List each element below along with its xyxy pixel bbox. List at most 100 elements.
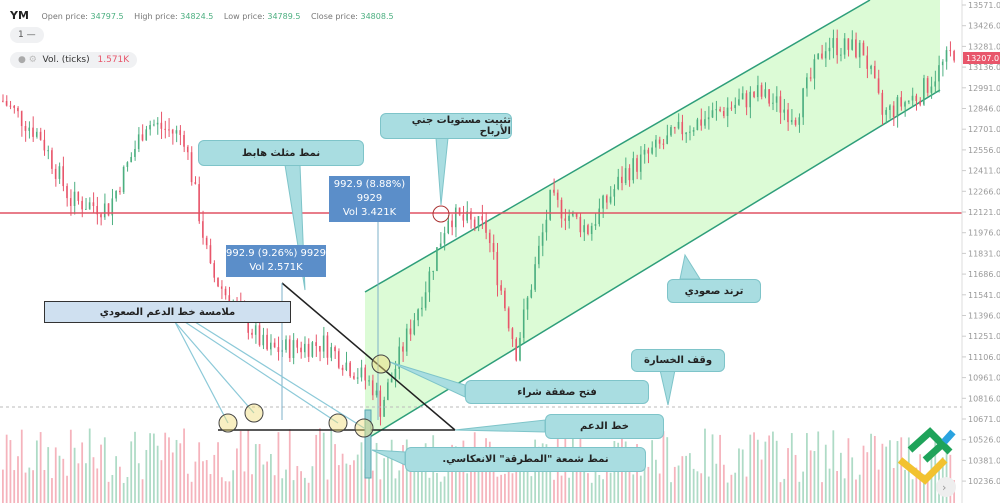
tooltip-change: 992.9 (8.88%) 9929 [333,179,406,204]
y-tick-label: 13136.0 [968,63,1000,72]
volume-bar [424,443,427,503]
volume-bar [756,439,759,503]
volume-bar [371,470,374,503]
candle [832,38,835,48]
y-tick-label: 11831.0 [968,249,1000,258]
candle [458,207,461,215]
volume-bar [198,442,201,503]
candle [677,121,680,129]
volume-bar [228,481,231,503]
volume-bar [688,453,691,503]
volume-bar [111,474,114,503]
volume-bar [126,477,129,503]
touch-circle [244,403,264,423]
candle [873,65,876,79]
y-tick-label: 10526.0 [968,436,1000,445]
volume-bar [420,469,423,503]
volume-bar [549,447,552,503]
volume-bar [311,466,314,503]
candle [24,126,27,131]
volume-bar [349,464,352,503]
candle [787,109,789,123]
volume-bar [88,428,91,503]
candle [485,220,487,233]
candle [454,207,457,228]
volume-bar [541,443,544,503]
candle [828,47,831,52]
candle [715,109,718,111]
hide-icon[interactable]: ● [18,55,26,65]
candle [277,347,280,352]
candle [568,215,570,221]
volume-bar [779,482,782,503]
triangle-descending-line [281,282,456,431]
volume-bar [896,441,899,503]
candle [58,166,61,179]
highlight-circles [218,205,450,438]
volume-bar [383,458,386,503]
candle [821,53,823,59]
candle [949,50,952,52]
candle [605,195,608,203]
y-tick-label: 12411.0 [968,167,1000,176]
volume-bar [651,440,654,503]
low-value: 34789.5 [267,12,301,21]
volume-indicator[interactable]: ● ⚙ Vol. (ticks) 1.571K [10,52,138,68]
scroll-right-button[interactable] [936,477,956,497]
volume-bar [877,469,880,503]
candle [2,100,4,102]
volume-bar [134,431,136,503]
candle [300,347,302,353]
volume-bar [915,467,918,503]
y-tick-label: 11106.0 [968,353,1000,362]
y-tick-label: 13571.0 [968,1,1000,10]
gear-icon[interactable]: ⚙ [28,55,37,65]
volume-bar [847,438,850,503]
candle [315,342,317,346]
candle [145,129,148,141]
candle [220,286,223,289]
volume-bar [413,458,416,503]
volume-bar [685,455,687,503]
candle [353,376,355,379]
volume-bar [923,474,925,503]
take-profit-circle [432,205,450,223]
volume-bar [481,471,484,503]
candle [855,39,857,58]
candle [881,92,884,115]
interval-selector[interactable]: 1 — [10,27,44,43]
volume-bar [232,470,235,503]
candle [919,100,921,105]
open-label: Open price: [41,12,88,21]
y-tick-label: 11396.0 [968,312,1000,321]
volume-bar [806,433,808,503]
volume-bar [100,444,102,503]
candle [651,147,653,154]
candle [602,195,604,209]
candle [809,77,812,79]
volume-bar [2,469,4,503]
volume-bar [81,442,84,503]
candle [858,42,861,58]
callout-take-profit: تثبيت مستويات جني الأرباح [380,113,512,139]
volume-bar [775,440,778,503]
volume-bar [417,469,419,503]
y-tick-label: 10961.0 [968,374,1000,383]
volume-bar [734,472,737,503]
candle [704,119,706,126]
volume-bar [375,442,378,503]
volume-bar [330,430,333,503]
volume-bar [632,474,635,503]
candle [870,65,872,69]
candle [326,335,329,358]
volume-bar [454,446,457,503]
candle [538,245,540,265]
candle [904,102,906,107]
candle [753,91,755,98]
volume-bar [266,461,269,503]
candle [379,390,382,417]
candle [69,198,72,206]
callout-support-line: خط الدعم [545,414,664,439]
callout-support-touch: ملامسة خط الدعم الصعودي [44,301,291,323]
